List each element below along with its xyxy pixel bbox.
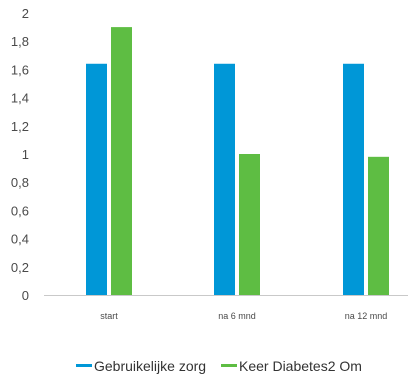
x-tick-label: na 12 mnd xyxy=(345,311,388,321)
legend-swatch-keer-diabetes2-om xyxy=(221,364,237,367)
y-tick-label: 2 xyxy=(22,6,29,21)
legend-swatch-gebruikelijke-zorg xyxy=(76,364,92,367)
y-tick-label: 1,6 xyxy=(11,62,29,77)
bar-keer-diabetes2-om-0 xyxy=(111,27,132,295)
x-tick-label: start xyxy=(100,311,118,321)
y-tick-label: 0 xyxy=(22,288,29,303)
bars xyxy=(86,27,389,296)
bar-gebruikelijke-zorg-1 xyxy=(214,63,235,296)
y-tick-label: 0,4 xyxy=(11,232,29,247)
bar-keer-diabetes2-om-1 xyxy=(239,154,260,295)
y-tick-label: 1,8 xyxy=(11,34,29,49)
legend-label-gebruikelijke-zorg: Gebruikelijke zorg xyxy=(94,358,206,374)
y-tick-label: 0,8 xyxy=(11,175,29,190)
y-tick-label: 0,6 xyxy=(11,203,29,218)
y-tick-label: 1 xyxy=(22,147,29,162)
legend-label-keer-diabetes2-om: Keer Diabetes2 Om xyxy=(239,358,362,374)
y-tick-label: 1,2 xyxy=(11,119,29,134)
x-tick-label: na 6 mnd xyxy=(218,311,256,321)
y-axis: 0 0,2 0,4 0,6 0,8 1 1,2 1,4 1,6 1,8 2 xyxy=(11,6,29,303)
legend: Gebruikelijke zorg Keer Diabetes2 Om xyxy=(76,358,362,374)
bar-gebruikelijke-zorg-0 xyxy=(86,63,107,296)
y-tick-label: 0,2 xyxy=(11,260,29,275)
x-axis: start na 6 mnd na 12 mnd xyxy=(100,311,387,321)
bar-gebruikelijke-zorg-2 xyxy=(343,63,364,296)
bar-keer-diabetes2-om-2 xyxy=(368,156,389,295)
y-tick-label: 1,4 xyxy=(11,91,29,106)
